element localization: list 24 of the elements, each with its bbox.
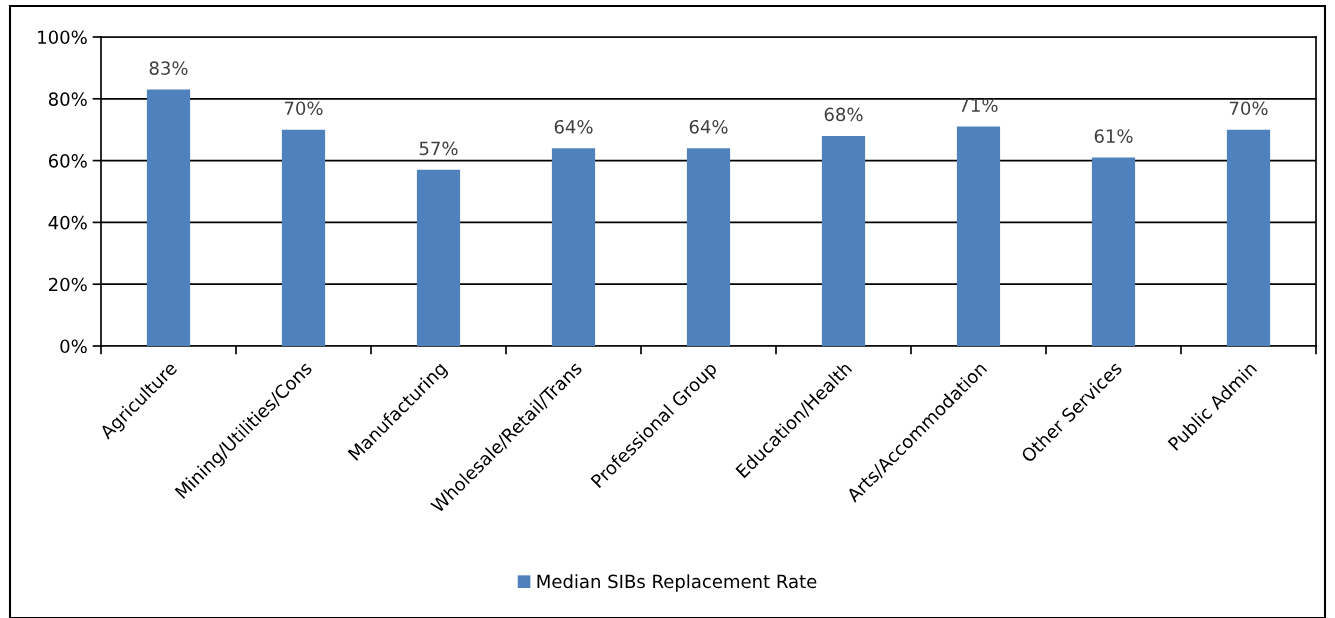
bar — [1091, 157, 1136, 346]
data-label: 61% — [1094, 129, 1133, 143]
bar — [686, 148, 731, 346]
bar — [146, 89, 191, 346]
y-tick-label: 20% — [49, 277, 87, 292]
bar — [1226, 129, 1271, 346]
bar — [821, 135, 866, 346]
y-tick-label: 40% — [48, 215, 87, 230]
legend-label: Median SIBs Replacement Rate — [537, 574, 817, 592]
y-tick-label: 80% — [48, 92, 87, 106]
data-label: 68% — [824, 107, 863, 122]
y-tick-label: 60% — [48, 154, 87, 168]
bar — [281, 129, 326, 346]
data-label: 64% — [689, 119, 728, 134]
y-tick-label: 100% — [38, 30, 87, 45]
data-label: 70% — [1229, 101, 1268, 116]
data-label: 83% — [149, 61, 188, 75]
y-tick-label: 0% — [60, 339, 87, 354]
data-label: 70% — [284, 101, 323, 116]
data-label: 64% — [554, 119, 593, 134]
bar — [956, 126, 1001, 346]
bar — [551, 148, 596, 346]
data-label: 57% — [419, 141, 458, 156]
bar — [416, 169, 461, 346]
